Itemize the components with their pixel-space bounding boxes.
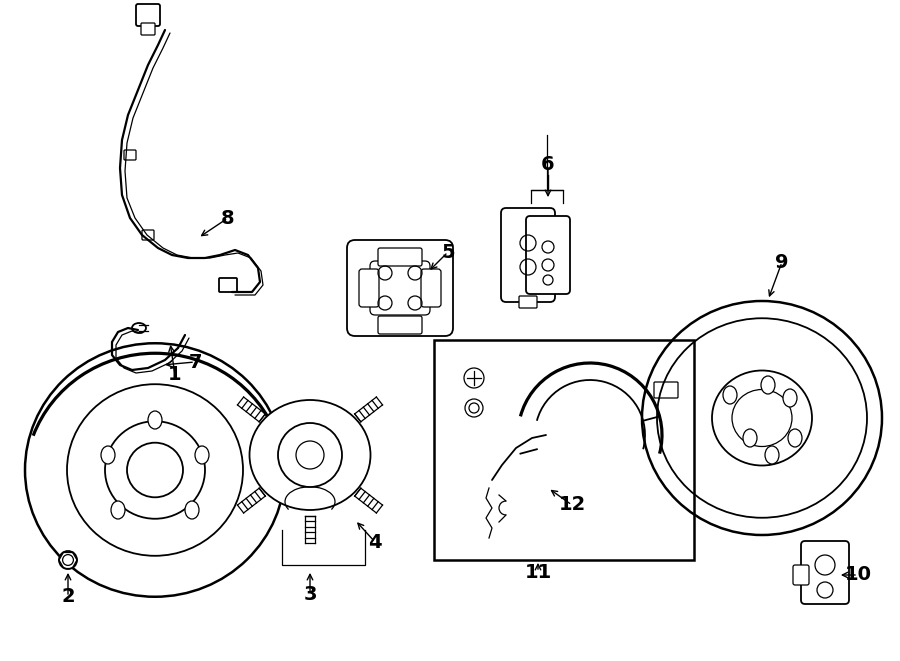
Text: 2: 2 <box>61 588 75 607</box>
FancyBboxPatch shape <box>136 4 160 26</box>
Text: 11: 11 <box>525 563 552 582</box>
Ellipse shape <box>783 389 797 407</box>
Ellipse shape <box>723 386 737 404</box>
FancyBboxPatch shape <box>124 150 136 160</box>
Ellipse shape <box>743 429 757 447</box>
FancyBboxPatch shape <box>654 382 678 398</box>
Ellipse shape <box>111 501 125 519</box>
Text: 9: 9 <box>775 253 788 272</box>
Text: 12: 12 <box>558 496 586 514</box>
Ellipse shape <box>101 446 115 464</box>
Text: 5: 5 <box>441 243 454 262</box>
Ellipse shape <box>25 343 285 597</box>
Text: 1: 1 <box>168 366 182 385</box>
FancyBboxPatch shape <box>421 269 441 307</box>
Ellipse shape <box>132 323 146 333</box>
Ellipse shape <box>765 446 779 464</box>
Ellipse shape <box>788 429 802 447</box>
Circle shape <box>59 551 77 569</box>
Ellipse shape <box>195 446 209 464</box>
FancyBboxPatch shape <box>526 216 570 294</box>
FancyBboxPatch shape <box>793 565 809 585</box>
Ellipse shape <box>278 423 342 487</box>
FancyBboxPatch shape <box>378 316 422 334</box>
FancyBboxPatch shape <box>347 240 453 336</box>
Ellipse shape <box>761 376 775 394</box>
FancyBboxPatch shape <box>519 296 537 308</box>
Text: 7: 7 <box>188 352 202 371</box>
FancyBboxPatch shape <box>219 278 237 292</box>
FancyBboxPatch shape <box>801 541 849 604</box>
Text: 10: 10 <box>844 566 871 584</box>
Ellipse shape <box>642 301 882 535</box>
Text: 3: 3 <box>303 586 317 605</box>
Ellipse shape <box>148 411 162 429</box>
Bar <box>434 340 694 560</box>
FancyBboxPatch shape <box>501 208 555 302</box>
Text: 8: 8 <box>221 208 235 227</box>
Text: 6: 6 <box>541 155 554 175</box>
FancyBboxPatch shape <box>359 269 379 307</box>
FancyBboxPatch shape <box>378 248 422 266</box>
Ellipse shape <box>185 501 199 519</box>
FancyBboxPatch shape <box>141 23 155 35</box>
FancyBboxPatch shape <box>142 230 154 240</box>
Text: 4: 4 <box>368 533 382 551</box>
Ellipse shape <box>249 400 371 510</box>
